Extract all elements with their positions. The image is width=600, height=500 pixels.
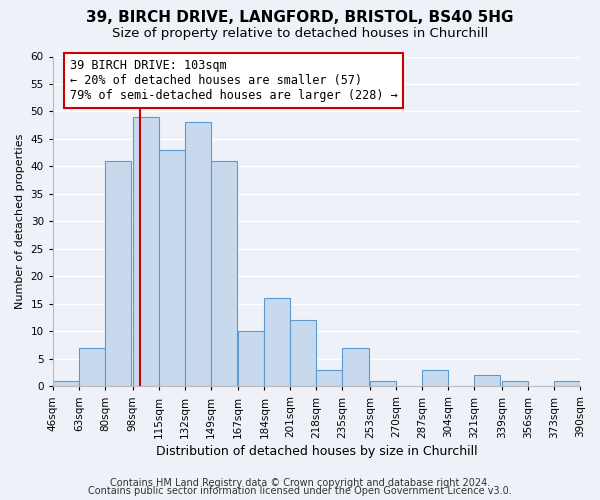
Bar [53, 381, 79, 386]
Bar [290, 320, 316, 386]
Text: Contains HM Land Registry data © Crown copyright and database right 2024.: Contains HM Land Registry data © Crown c… [110, 478, 490, 488]
Bar [502, 381, 528, 386]
Bar [316, 370, 343, 386]
Bar [238, 332, 265, 386]
Bar [343, 348, 368, 387]
Bar [79, 348, 105, 387]
Bar [185, 122, 211, 386]
Text: 39, BIRCH DRIVE, LANGFORD, BRISTOL, BS40 5HG: 39, BIRCH DRIVE, LANGFORD, BRISTOL, BS40… [86, 10, 514, 25]
Bar [211, 161, 237, 386]
Bar [474, 376, 500, 386]
Text: Size of property relative to detached houses in Churchill: Size of property relative to detached ho… [112, 28, 488, 40]
Bar [554, 381, 580, 386]
Bar [105, 161, 131, 386]
Bar [133, 117, 158, 386]
Y-axis label: Number of detached properties: Number of detached properties [15, 134, 25, 309]
Bar [422, 370, 448, 386]
X-axis label: Distribution of detached houses by size in Churchill: Distribution of detached houses by size … [155, 444, 477, 458]
Bar [370, 381, 396, 386]
Bar [265, 298, 290, 386]
Bar [158, 150, 185, 386]
Text: Contains public sector information licensed under the Open Government Licence v3: Contains public sector information licen… [88, 486, 512, 496]
Text: 39 BIRCH DRIVE: 103sqm
← 20% of detached houses are smaller (57)
79% of semi-det: 39 BIRCH DRIVE: 103sqm ← 20% of detached… [70, 59, 397, 102]
